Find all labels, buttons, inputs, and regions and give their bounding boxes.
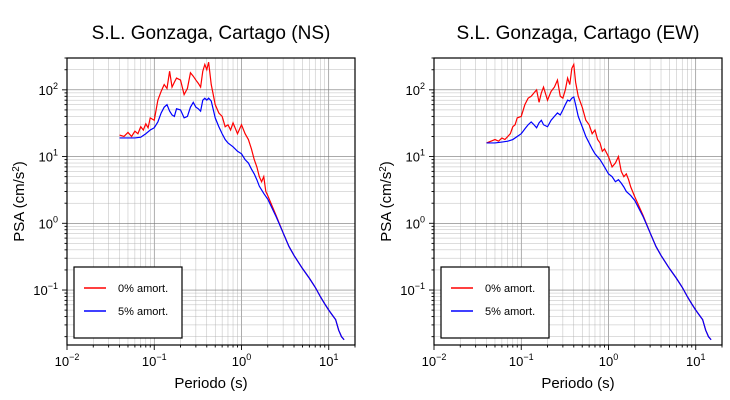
legend-label: 5% amort. <box>118 306 168 318</box>
y-tick-label: 102 <box>39 81 58 98</box>
legend-box <box>440 266 550 339</box>
series-line-amort-5 <box>119 97 345 341</box>
x-tick-label: 10−2 <box>422 352 447 369</box>
series-line-amort-5 <box>486 96 712 341</box>
x-axis-label: Periodo (s) <box>541 375 614 392</box>
legend: 0% amort. 5% amort. <box>73 266 183 339</box>
y-tick-label: 101 <box>406 148 425 165</box>
chart-title: S.L. Gonzaga, Cartago (NS) <box>92 23 331 44</box>
y-tick-label: 101 <box>39 148 58 165</box>
x-tick-label: 10−1 <box>509 352 534 369</box>
y-tick-label: 100 <box>406 214 425 231</box>
legend: 0% amort. 5% amort. <box>440 266 550 339</box>
chart-title: S.L. Gonzaga, Cartago (EW) <box>457 23 700 44</box>
x-axis-label: Periodo (s) <box>174 375 247 392</box>
x-tick-label: 101 <box>686 352 705 369</box>
y-axis-label: PSA (cm/s2) <box>11 161 28 242</box>
x-tick-label: 10−1 <box>142 352 167 369</box>
chart-panel-ew: 10−2 10−1 100 101 10−1 100 101 102 S.L. Gonzaga,… <box>378 23 723 392</box>
y-tick-label: 10−1 <box>33 281 58 298</box>
legend-label: 0% amort. <box>118 283 168 295</box>
legend-box <box>73 266 183 339</box>
legend-label: 5% amort. <box>485 306 535 318</box>
plot-frame <box>66 57 356 346</box>
y-tick-label: 102 <box>406 81 425 98</box>
x-tick-label: 100 <box>599 352 618 369</box>
x-tick-label: 100 <box>232 352 251 369</box>
y-axis-label: PSA (cm/s2) <box>378 161 395 242</box>
x-tick-label: 101 <box>319 352 338 369</box>
x-tick-label: 10−2 <box>55 352 80 369</box>
plot-frame <box>433 57 723 346</box>
y-tick-label: 100 <box>39 214 58 231</box>
legend-label: 0% amort. <box>485 283 535 295</box>
chart-panel-ns: 10−2 10−1 100 101 10−1 100 101 102 S.L. Gonzaga,… <box>11 23 356 392</box>
y-tick-label: 10−1 <box>400 281 425 298</box>
